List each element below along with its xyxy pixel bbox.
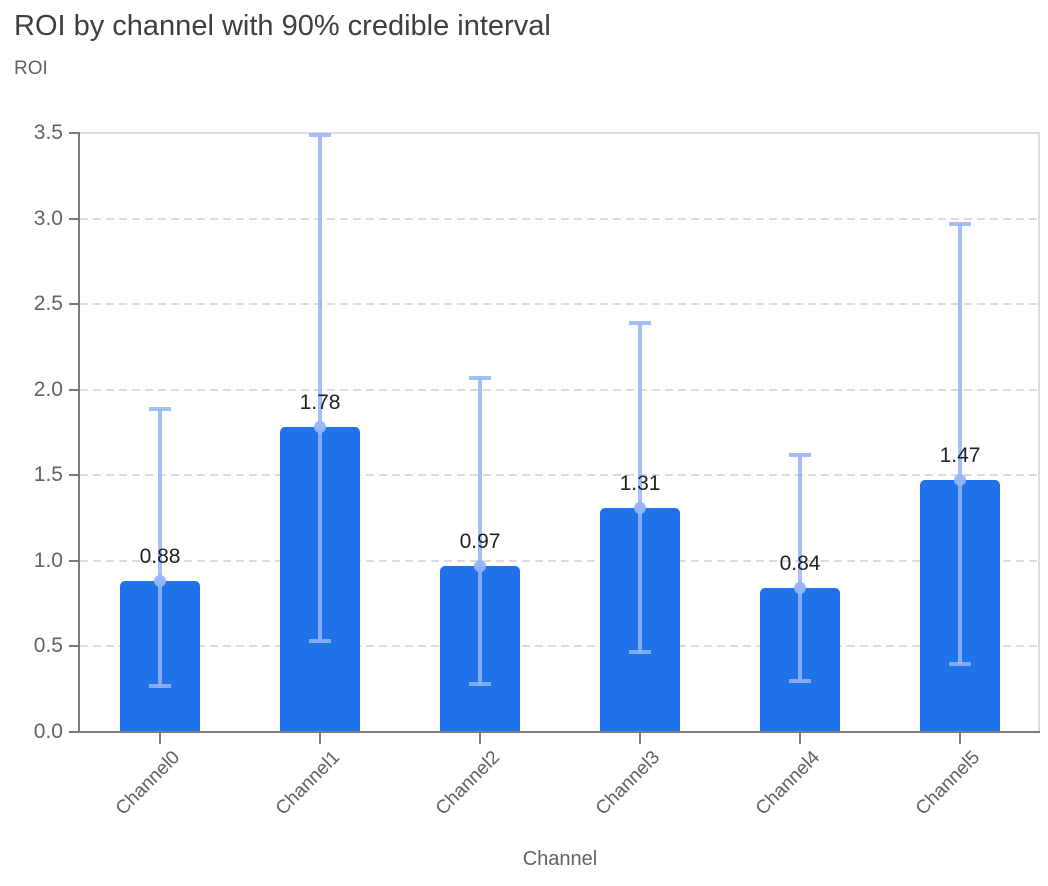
bar-value-label: 0.88: [139, 545, 181, 569]
y-tick: [69, 559, 80, 562]
y-tick-label: 2.5: [33, 292, 63, 316]
error-bar-line: [318, 134, 322, 642]
y-tick: [69, 731, 80, 733]
y-tick: [69, 132, 80, 134]
bar-value-label: 1.47: [939, 444, 981, 468]
bar-value-label: 1.78: [299, 391, 341, 415]
bar-value-label: 0.97: [459, 529, 501, 553]
error-bar-cap-bottom: [949, 661, 971, 666]
error-bar-line: [158, 408, 162, 686]
x-tick: [639, 733, 641, 744]
bar-value-label: 1.31: [619, 471, 661, 495]
mean-dot: [474, 559, 486, 572]
mean-dot: [314, 421, 326, 434]
error-bar-cap-top: [469, 375, 491, 380]
error-bar-cap-bottom: [309, 639, 331, 644]
chart-title: ROI by channel with 90% credible interva…: [14, 10, 551, 42]
x-category-label: Channel3: [591, 747, 664, 820]
mean-dot: [154, 575, 166, 588]
error-bar-cap-top: [309, 132, 331, 137]
y-axis-title: ROI: [14, 58, 48, 79]
y-gridline: [80, 303, 1040, 306]
plot-border-top: [80, 132, 1040, 134]
y-tick-label: 3.5: [33, 121, 63, 144]
x-category-label: Channel2: [431, 747, 504, 820]
error-bar-cap-top: [629, 320, 651, 325]
x-tick: [479, 733, 481, 744]
y-tick-label: 0.0: [33, 720, 63, 743]
y-tick-label: 2.0: [33, 377, 63, 401]
y-tick-label: 3.0: [33, 206, 63, 230]
x-tick: [319, 733, 321, 744]
error-bar-cap-top: [789, 452, 811, 457]
y-tick-label: 1.5: [33, 463, 63, 487]
error-bar-cap-top: [149, 406, 171, 411]
error-bar-cap-top: [949, 221, 971, 226]
plot-border-right: [1038, 133, 1040, 732]
y-gridline: [80, 645, 1040, 648]
y-tick-label: 0.5: [33, 634, 63, 658]
x-category-label: Channel4: [751, 747, 824, 820]
y-gridline: [80, 217, 1040, 220]
x-tick: [159, 733, 161, 744]
y-tick-label: 1.0: [33, 548, 63, 572]
mean-dot: [794, 582, 806, 595]
y-tick: [69, 474, 80, 477]
x-category-label: Channel5: [911, 747, 984, 820]
x-tick: [799, 733, 801, 744]
error-bar-cap-bottom: [469, 682, 491, 687]
y-gridline: [80, 388, 1040, 391]
error-bar-cap-bottom: [789, 678, 811, 683]
y-tick: [69, 303, 80, 306]
y-axis-line: [78, 132, 80, 733]
x-category-label: Channel1: [271, 747, 344, 820]
error-bar-line: [958, 223, 962, 664]
bar-value-label: 0.84: [779, 552, 821, 576]
mean-dot: [634, 501, 646, 514]
x-tick: [959, 733, 961, 744]
y-gridline: [80, 559, 1040, 562]
error-bar-line: [798, 454, 802, 681]
mean-dot: [954, 474, 966, 487]
x-axis-line: [78, 731, 1040, 733]
error-bar-line: [478, 377, 482, 685]
error-bar-cap-bottom: [629, 649, 651, 654]
y-tick: [69, 645, 80, 648]
x-category-label: Channel0: [111, 747, 184, 820]
y-gridline: [80, 474, 1040, 477]
y-tick: [69, 388, 80, 391]
y-tick: [69, 217, 80, 220]
error-bar-line: [638, 322, 642, 652]
x-axis-title: Channel: [522, 848, 598, 870]
error-bar-cap-bottom: [149, 683, 171, 688]
